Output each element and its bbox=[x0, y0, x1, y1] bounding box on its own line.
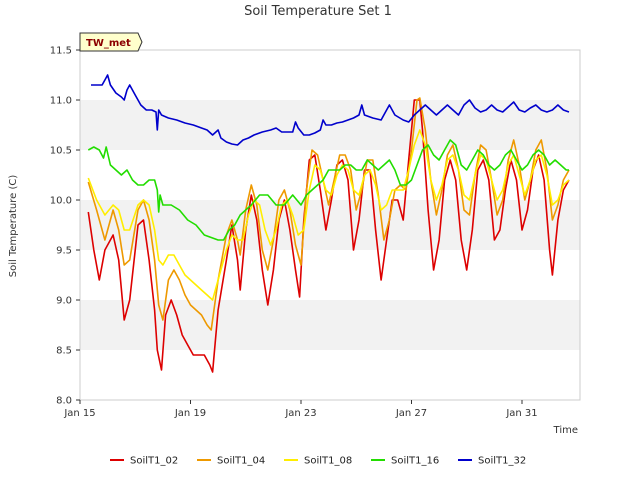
y-tick-label: 9.5 bbox=[56, 246, 72, 257]
grid-band bbox=[80, 150, 580, 200]
series-line-soilt1-32 bbox=[91, 74, 570, 146]
legend-label: SoilT1_16 bbox=[391, 456, 439, 467]
x-axis-label: Time bbox=[553, 425, 578, 436]
legend-label: SoilT1_32 bbox=[478, 456, 526, 467]
legend: SoilT1_02 SoilT1_04 SoilT1_08 SoilT1_16 Soil… bbox=[110, 456, 526, 467]
series-line-soilt1-16 bbox=[87, 139, 569, 241]
y-tick-label: 11.0 bbox=[50, 96, 72, 107]
legend-label: SoilT1_04 bbox=[217, 456, 265, 467]
x-tick-label: Jan 23 bbox=[284, 408, 316, 419]
x-tick-label: Jan 19 bbox=[174, 408, 206, 419]
y-tick-label: 9.0 bbox=[56, 296, 72, 307]
grid-band bbox=[80, 50, 580, 100]
y-tick-label: 8.0 bbox=[56, 396, 72, 407]
y-tick-label: 10.0 bbox=[50, 196, 72, 207]
station-badge: TW_met bbox=[79, 32, 143, 52]
series-line-soilt1-04 bbox=[87, 97, 570, 331]
x-axis-ticks: Jan 15 Jan 19 Jan 23 Jan 27 Jan 31 bbox=[63, 400, 538, 419]
series-line-soilt1-02 bbox=[87, 99, 570, 373]
legend-label: SoilT1_08 bbox=[304, 456, 352, 467]
series-line-soilt1-08 bbox=[87, 129, 570, 301]
y-tick-label: 11.5 bbox=[50, 46, 72, 57]
legend-label: SoilT1_02 bbox=[130, 456, 178, 467]
x-tick-label: Jan 31 bbox=[505, 408, 537, 419]
station-badge-label: TW_met bbox=[86, 38, 131, 49]
grid-band bbox=[80, 250, 580, 300]
grid-bands bbox=[80, 50, 580, 400]
x-tick-label: Jan 15 bbox=[63, 408, 95, 419]
chart-title: Soil Temperature Set 1 bbox=[244, 4, 392, 19]
plot-area bbox=[79, 49, 581, 401]
y-axis-ticks: 8.0 8.5 9.0 9.5 10.0 10.5 11.0 11.5 bbox=[50, 46, 80, 407]
y-axis-label: Soil Temperature (C) bbox=[8, 175, 19, 278]
grid-band bbox=[80, 350, 580, 400]
series-lines bbox=[87, 74, 570, 373]
x-tick-label: Jan 27 bbox=[395, 408, 427, 419]
y-tick-label: 10.5 bbox=[50, 146, 72, 157]
y-tick-label: 8.5 bbox=[56, 346, 72, 357]
